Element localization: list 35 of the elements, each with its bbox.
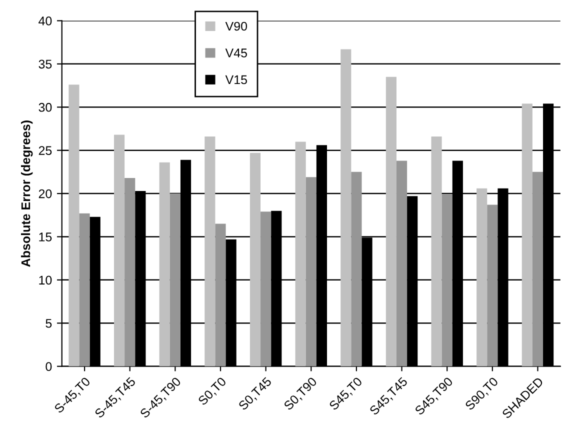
bar	[431, 136, 442, 366]
y-tick-label: 0	[46, 362, 52, 371]
bar	[114, 134, 125, 366]
bar	[532, 172, 544, 366]
y-tick-label: 5	[46, 319, 52, 328]
bar	[442, 194, 452, 366]
legend-label: V90	[225, 22, 248, 31]
bar	[476, 188, 488, 366]
legend-label: V15	[225, 75, 247, 84]
bar	[68, 84, 80, 366]
bar	[124, 178, 136, 366]
bar	[170, 194, 180, 366]
bar	[340, 49, 352, 366]
bar	[351, 172, 362, 366]
y-tick-label: 20	[38, 189, 52, 198]
y-tick-label: 15	[39, 232, 52, 242]
bar	[79, 213, 90, 366]
bar	[396, 160, 408, 366]
bar	[250, 152, 261, 366]
y-tick-label: 40	[38, 16, 52, 26]
bar	[386, 76, 396, 366]
bar	[260, 212, 272, 366]
bar	[306, 177, 316, 366]
y-tick-label: 35	[38, 60, 52, 69]
legend-label: V45	[225, 48, 247, 58]
bar	[204, 136, 216, 366]
bar	[487, 204, 498, 366]
bar	[159, 162, 170, 366]
y-axis-title: Absolute Error (degrees)	[20, 120, 33, 267]
bar	[215, 224, 226, 366]
bar	[295, 142, 306, 366]
y-tick-label: 30	[38, 102, 52, 112]
y-tick-label: 25	[38, 146, 52, 155]
bar	[522, 104, 532, 366]
y-tick-label: 10	[39, 276, 52, 285]
